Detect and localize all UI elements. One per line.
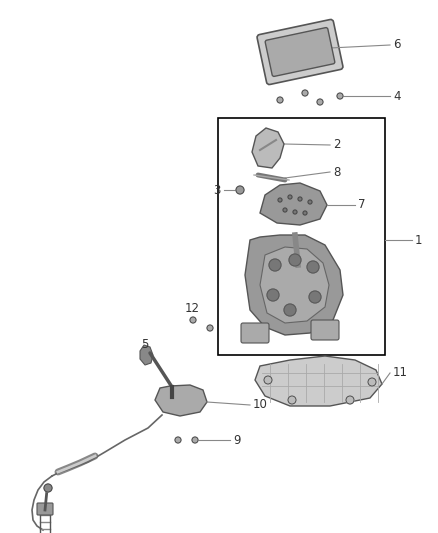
Circle shape: [44, 484, 52, 492]
Circle shape: [293, 210, 297, 214]
Text: 9: 9: [233, 433, 240, 447]
Text: 7: 7: [358, 198, 365, 212]
FancyBboxPatch shape: [257, 20, 343, 85]
Circle shape: [309, 291, 321, 303]
Text: 8: 8: [333, 166, 340, 179]
Circle shape: [346, 396, 354, 404]
Circle shape: [303, 211, 307, 215]
FancyBboxPatch shape: [311, 320, 339, 340]
Circle shape: [308, 200, 312, 204]
Polygon shape: [255, 356, 382, 406]
Circle shape: [264, 376, 272, 384]
Text: 11: 11: [393, 367, 408, 379]
Circle shape: [192, 437, 198, 443]
FancyBboxPatch shape: [241, 323, 269, 343]
Polygon shape: [252, 128, 284, 168]
Polygon shape: [260, 183, 327, 225]
Text: 2: 2: [333, 139, 340, 151]
Circle shape: [269, 259, 281, 271]
Text: 6: 6: [393, 38, 400, 52]
Circle shape: [289, 254, 301, 266]
Text: 3: 3: [214, 183, 221, 197]
Text: 1: 1: [415, 233, 423, 246]
Circle shape: [277, 97, 283, 103]
Polygon shape: [155, 385, 207, 416]
Circle shape: [190, 317, 196, 323]
Circle shape: [288, 195, 292, 199]
Circle shape: [283, 208, 287, 212]
Circle shape: [288, 396, 296, 404]
Text: 10: 10: [253, 399, 268, 411]
FancyBboxPatch shape: [37, 503, 53, 515]
Circle shape: [337, 93, 343, 99]
Polygon shape: [245, 235, 343, 335]
Polygon shape: [140, 345, 153, 365]
Bar: [40, 512, 50, 533]
Circle shape: [207, 325, 213, 331]
Polygon shape: [260, 247, 329, 323]
Text: 5: 5: [141, 338, 148, 351]
Circle shape: [368, 378, 376, 386]
Circle shape: [236, 186, 244, 194]
Circle shape: [317, 99, 323, 105]
Text: 12: 12: [184, 302, 199, 314]
Text: 4: 4: [393, 90, 400, 102]
Bar: [218, 118, 385, 355]
Circle shape: [267, 289, 279, 301]
Circle shape: [298, 197, 302, 201]
Circle shape: [284, 304, 296, 316]
Circle shape: [302, 90, 308, 96]
Circle shape: [175, 437, 181, 443]
FancyBboxPatch shape: [265, 28, 335, 76]
Circle shape: [278, 198, 282, 202]
Circle shape: [307, 261, 319, 273]
